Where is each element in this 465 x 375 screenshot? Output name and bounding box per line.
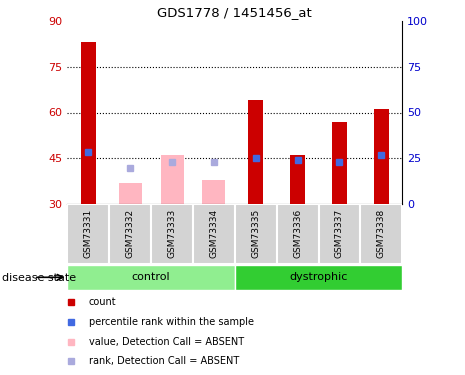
Bar	[360, 204, 402, 264]
Bar	[235, 265, 402, 290]
Bar	[374, 110, 389, 204]
Bar	[109, 204, 151, 264]
Bar	[193, 204, 235, 264]
Text: GSM73337: GSM73337	[335, 209, 344, 258]
Text: control: control	[132, 272, 171, 282]
Text: count: count	[88, 297, 116, 307]
Text: GSM73332: GSM73332	[126, 209, 135, 258]
Bar	[235, 204, 277, 264]
Text: GSM73334: GSM73334	[209, 209, 219, 258]
Bar	[67, 265, 235, 290]
Bar	[160, 155, 184, 204]
Text: GSM73335: GSM73335	[251, 209, 260, 258]
Bar	[119, 183, 142, 204]
Bar	[202, 180, 226, 204]
Text: GSM73336: GSM73336	[293, 209, 302, 258]
Bar	[277, 204, 319, 264]
Bar	[332, 122, 347, 204]
Bar	[151, 204, 193, 264]
Text: dystrophic: dystrophic	[289, 272, 348, 282]
Text: percentile rank within the sample: percentile rank within the sample	[88, 317, 253, 327]
Bar	[248, 100, 263, 204]
Title: GDS1778 / 1451456_at: GDS1778 / 1451456_at	[158, 6, 312, 20]
Text: GSM73331: GSM73331	[84, 209, 93, 258]
Text: disease state: disease state	[2, 273, 76, 283]
Bar	[319, 204, 360, 264]
Text: rank, Detection Call = ABSENT: rank, Detection Call = ABSENT	[88, 356, 239, 366]
Text: GSM73338: GSM73338	[377, 209, 386, 258]
Text: value, Detection Call = ABSENT: value, Detection Call = ABSENT	[88, 337, 244, 347]
Bar	[81, 42, 96, 204]
Bar	[67, 204, 109, 264]
Text: GSM73333: GSM73333	[167, 209, 177, 258]
Bar	[290, 155, 305, 204]
